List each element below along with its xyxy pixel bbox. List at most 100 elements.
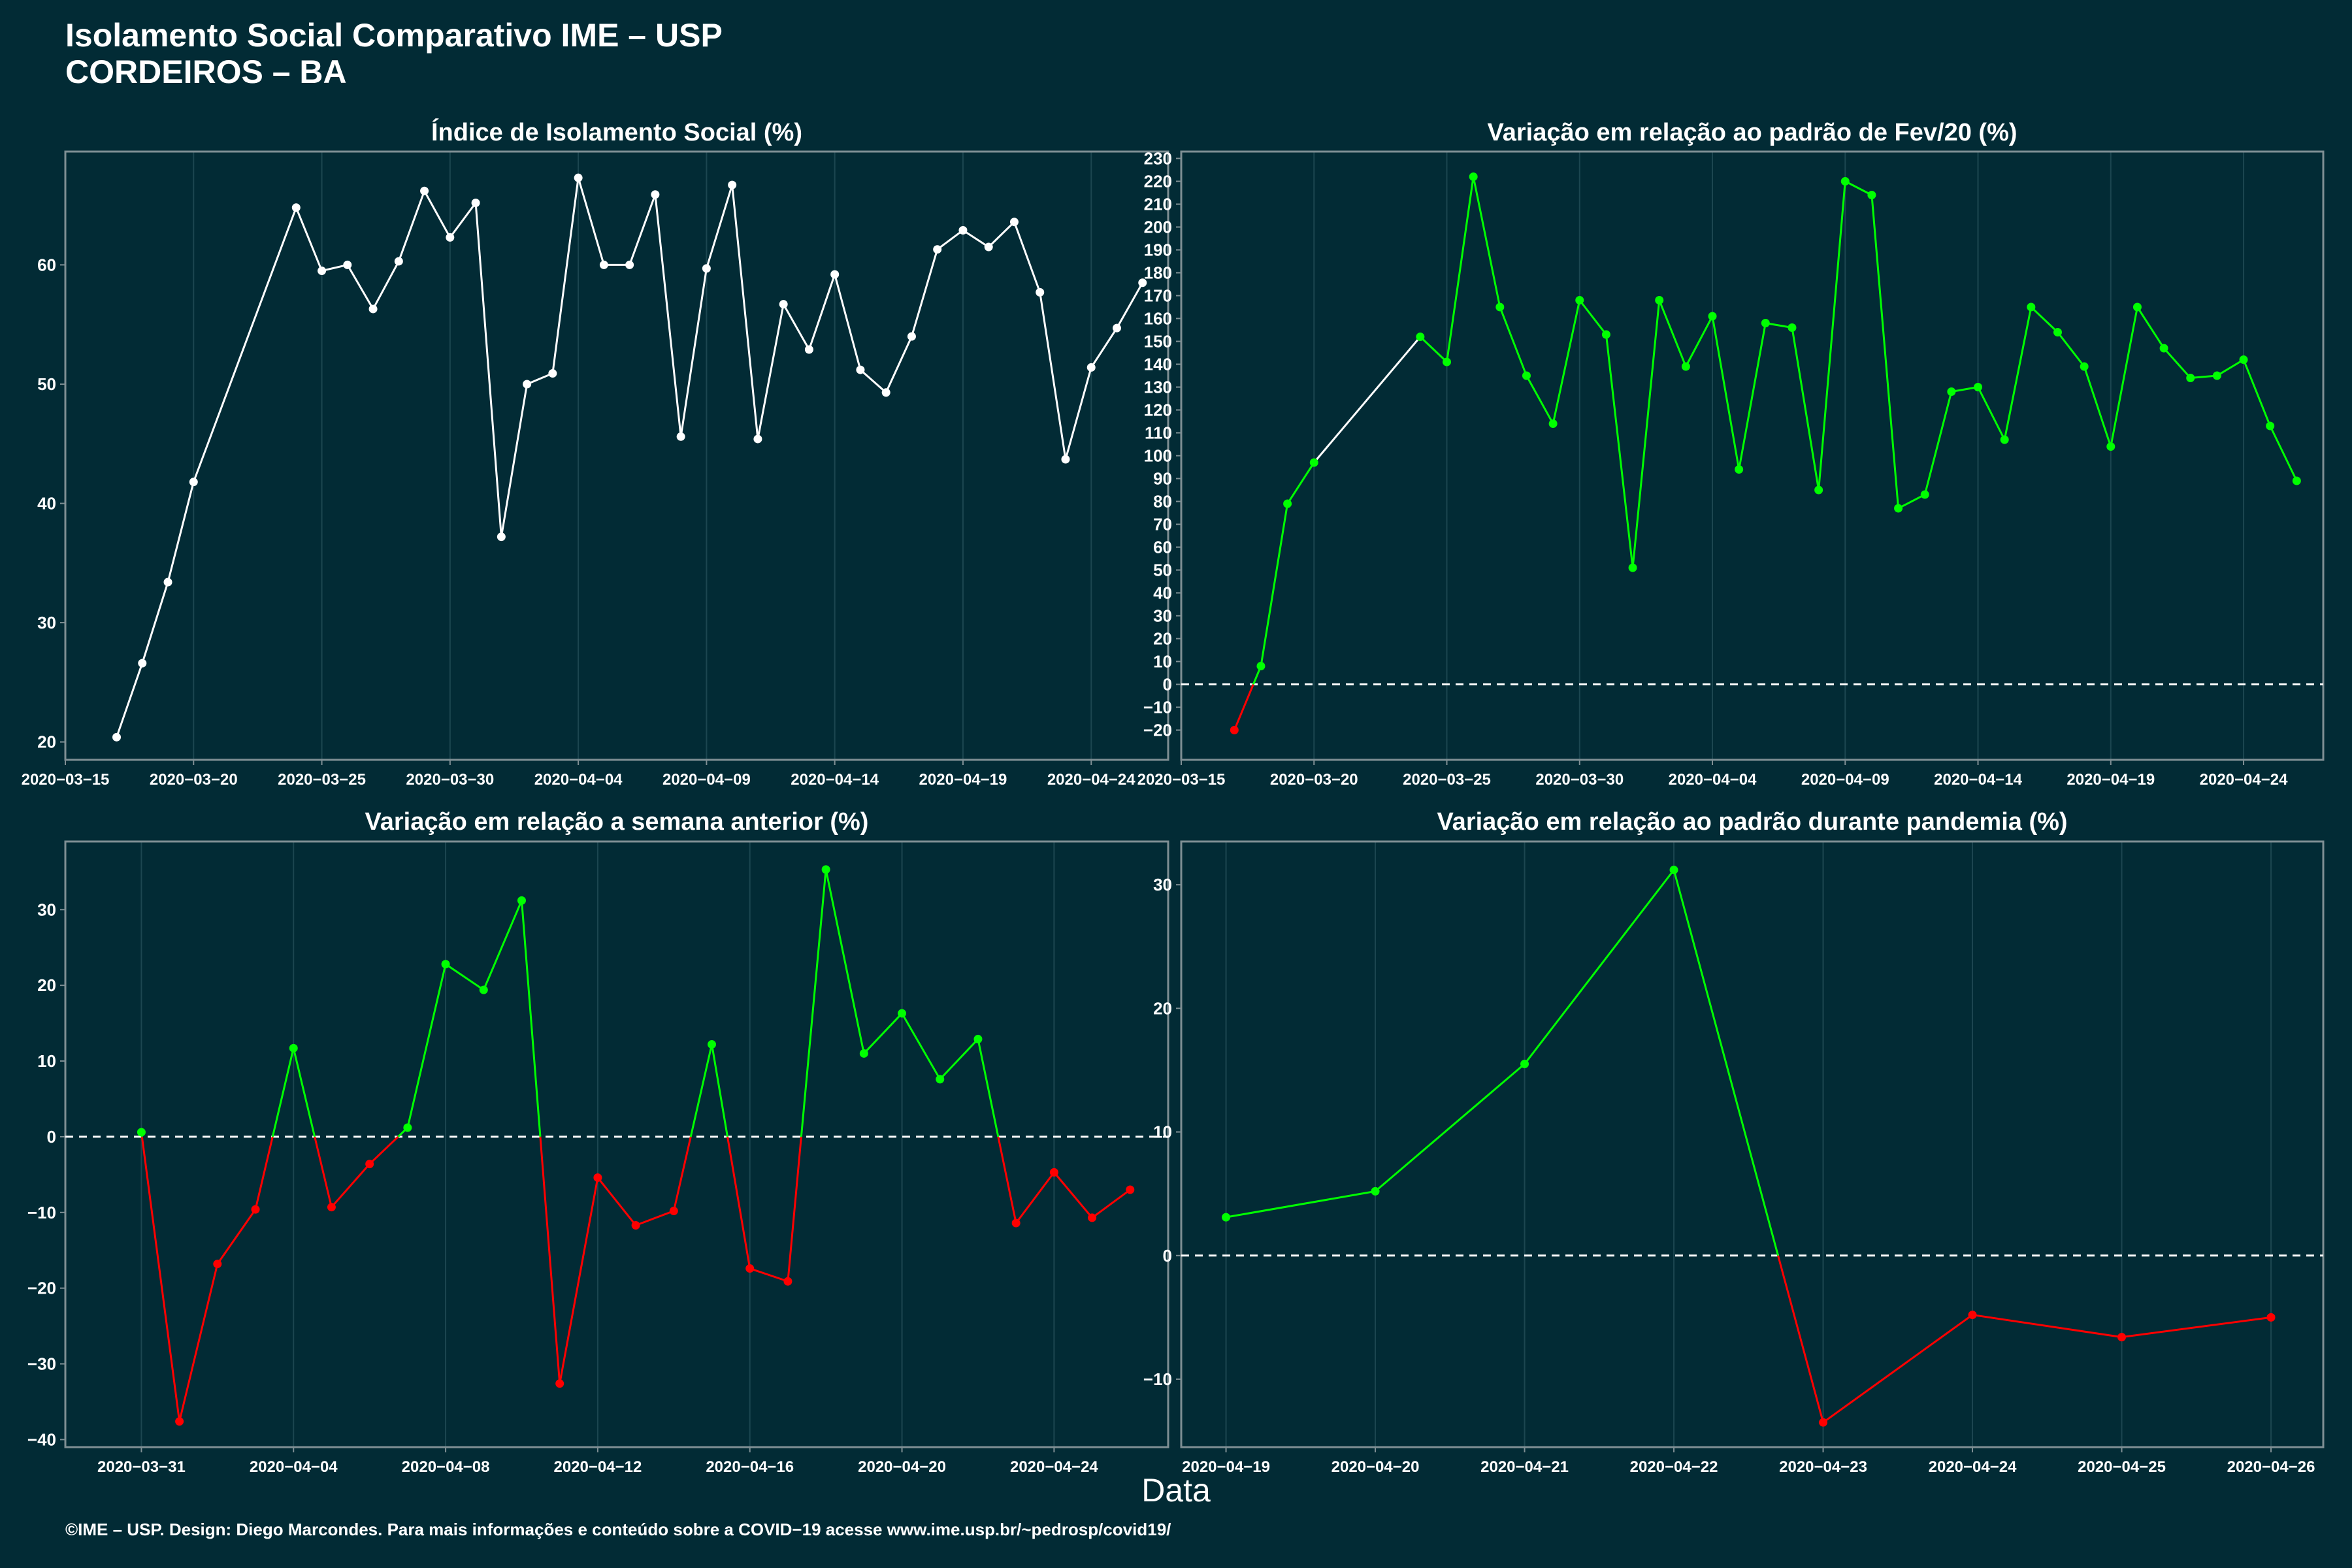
series-segment: [2190, 374, 2217, 379]
data-point: [984, 242, 993, 252]
series-segment: [254, 1136, 274, 1210]
data-point: [1974, 383, 1983, 391]
data-point: [446, 233, 455, 242]
data-point: [137, 1128, 146, 1137]
y-tick-label: −10: [1143, 1369, 1172, 1389]
data-point: [631, 1220, 640, 1230]
data-point: [1735, 465, 1744, 474]
y-tick-label: 70: [1153, 515, 1172, 534]
series-segment: [1738, 323, 1767, 470]
series-segment: [977, 1039, 1000, 1137]
data-point: [1947, 387, 1956, 396]
data-point: [1968, 1311, 1977, 1320]
data-point: [1601, 330, 1610, 339]
panel-title: Índice de Isolamento Social (%): [431, 118, 802, 146]
data-point: [2117, 1333, 2127, 1342]
y-tick-label: 20: [1153, 629, 1172, 649]
series-segment: [527, 372, 553, 385]
data-point: [1681, 362, 1690, 371]
data-point: [1548, 419, 1558, 428]
series-segment: [1524, 869, 1675, 1065]
series-segment: [1226, 1190, 1376, 1218]
x-tick-label: 2020−04−19: [2066, 771, 2155, 789]
series-segment: [397, 190, 425, 262]
y-tick-label: −40: [27, 1429, 56, 1449]
data-point: [291, 203, 301, 212]
series-segment: [1658, 299, 1687, 367]
data-point: [1112, 323, 1121, 333]
data-point: [1443, 357, 1452, 367]
data-point: [2239, 355, 2248, 364]
series-segment: [216, 1209, 257, 1265]
data-point: [1520, 1060, 1529, 1069]
data-point: [1126, 1185, 1135, 1194]
data-point: [1309, 458, 1318, 467]
data-point: [138, 659, 147, 668]
series-segment: [551, 177, 580, 374]
x-tick-label: 2020−04−21: [1480, 1458, 1569, 1476]
series-segment: [1673, 870, 1779, 1256]
data-point: [728, 180, 737, 189]
data-point: [599, 260, 608, 269]
series-segment: [141, 581, 169, 664]
x-tick-label: 2020−03−20: [150, 771, 238, 789]
y-tick-label: 190: [1144, 240, 1172, 260]
data-point: [2266, 421, 2275, 431]
series-segment: [2163, 348, 2191, 379]
series-segment: [314, 1136, 333, 1208]
data-point: [1669, 866, 1678, 875]
series-segment: [140, 1136, 181, 1422]
series-segment: [757, 304, 785, 440]
series-segment: [834, 274, 862, 370]
data-point: [289, 1043, 298, 1053]
data-point: [394, 257, 403, 266]
series-segment: [346, 264, 374, 310]
series-segment: [1286, 462, 1315, 504]
data-point: [804, 345, 813, 354]
series-segment: [449, 202, 477, 238]
figure-title-line1: Isolamento Social Comparativo IME – USP: [65, 17, 723, 54]
data-point: [1819, 1418, 1828, 1427]
data-point: [669, 1206, 678, 1215]
y-tick-label: 170: [1144, 286, 1172, 306]
y-tick-label: 140: [1144, 355, 1172, 374]
y-tick-label: 30: [37, 613, 56, 632]
series-segment: [1260, 503, 1289, 666]
panel-frame: [1180, 150, 2325, 761]
y-tick-label: 80: [1153, 492, 1172, 512]
data-point: [343, 260, 352, 269]
y-tick-label: 40: [37, 494, 56, 514]
data-point: [1256, 662, 1266, 670]
x-tick-label: 2020−03−15: [1137, 771, 1226, 789]
series-segment: [1605, 334, 1634, 568]
data-point: [471, 198, 480, 207]
series-segment: [1233, 683, 1254, 731]
data-point: [251, 1205, 260, 1214]
data-point: [936, 1075, 945, 1084]
data-point: [745, 1264, 755, 1273]
y-tick-label: 180: [1144, 263, 1172, 283]
x-axis-label: Data: [1141, 1472, 1211, 1509]
x-tick-label: 2020−04−19: [1182, 1458, 1270, 1476]
series-segment: [731, 184, 759, 440]
data-point: [1371, 1186, 1380, 1196]
y-tick-label: 60: [37, 255, 56, 274]
y-tick-label: 10: [1153, 1122, 1172, 1142]
series-segment: [1015, 1171, 1055, 1224]
series-segment: [2269, 425, 2298, 482]
x-tick-label: 2020−04−09: [662, 771, 751, 789]
y-tick-label: 160: [1144, 309, 1172, 329]
data-point: [1086, 363, 1096, 372]
series-segment: [654, 194, 682, 437]
series-segment: [1791, 327, 1820, 491]
x-tick-label: 2020−03−30: [406, 771, 494, 789]
data-point: [2106, 442, 2115, 451]
data-point: [189, 478, 198, 487]
series-segment: [1972, 1314, 2122, 1339]
data-point: [327, 1203, 336, 1212]
series-segment: [1711, 316, 1740, 470]
series-segment: [1685, 316, 1714, 367]
series-segment: [423, 190, 451, 238]
data-point: [523, 380, 532, 389]
y-tick-label: 30: [37, 900, 56, 919]
